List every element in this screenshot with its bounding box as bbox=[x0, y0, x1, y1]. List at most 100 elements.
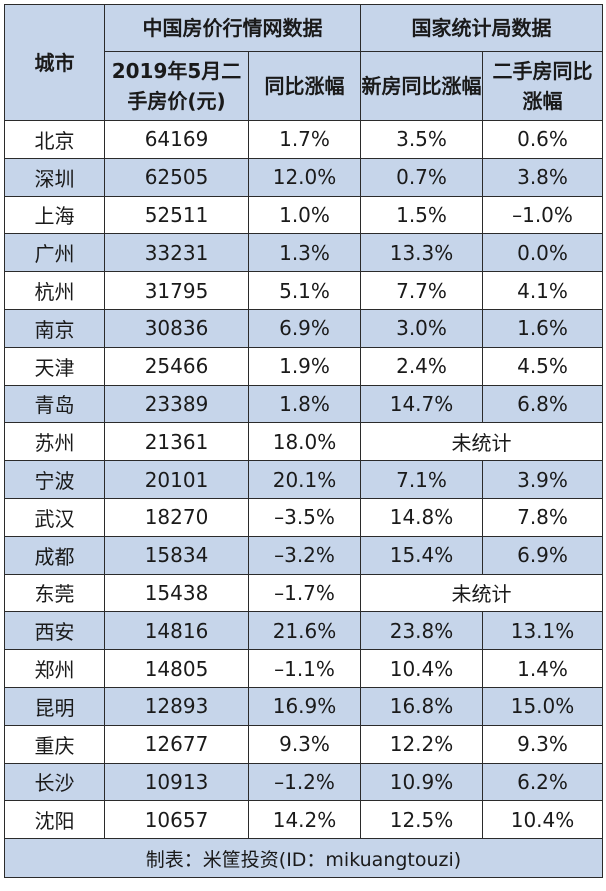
cell-yoy: 21.6% bbox=[248, 611, 361, 651]
cell-new-house: 12.2% bbox=[360, 724, 483, 764]
cell-yoy: 12.0% bbox=[248, 157, 361, 197]
table-row: 天津 25466 1.9% 2.4% 4.5% bbox=[4, 346, 603, 386]
cell-price: 10657 bbox=[104, 800, 249, 840]
table-row: 西安 14816 21.6% 23.8% 13.1% bbox=[4, 611, 603, 651]
cell-price: 12677 bbox=[104, 724, 249, 764]
cell-price: 30836 bbox=[104, 308, 249, 348]
cell-new-house: 23.8% bbox=[360, 611, 483, 651]
cell-price: 15438 bbox=[104, 573, 249, 613]
cell-city: 西安 bbox=[4, 611, 105, 651]
cell-second-hand: 6.8% bbox=[482, 384, 603, 424]
cell-second-hand: 3.8% bbox=[482, 157, 603, 197]
cell-second-hand: 10.4% bbox=[482, 800, 603, 840]
header-second-hand: 二手房同比涨幅 bbox=[482, 51, 603, 121]
cell-yoy: 1.9% bbox=[248, 346, 361, 386]
cell-city: 昆明 bbox=[4, 686, 105, 726]
table-row: 郑州 14805 –1.1% 10.4% 1.4% bbox=[4, 649, 603, 688]
table-row: 深圳 62505 12.0% 0.7% 3.8% bbox=[4, 157, 603, 197]
cell-price: 20101 bbox=[104, 460, 249, 499]
cell-new-house: 3.0% bbox=[360, 308, 483, 348]
table-row: 北京 64169 1.7% 3.5% 0.6% bbox=[4, 120, 603, 159]
cell-not-counted: 未统计 bbox=[360, 573, 603, 613]
cell-yoy: 16.9% bbox=[248, 686, 361, 726]
table-row: 上海 52511 1.0% 1.5% –1.0% bbox=[4, 195, 603, 235]
cell-city: 武汉 bbox=[4, 497, 105, 537]
cell-price: 15834 bbox=[104, 535, 249, 575]
table-row: 成都 15834 –3.2% 15.4% 6.9% bbox=[4, 535, 603, 575]
cell-second-hand: 4.1% bbox=[482, 271, 603, 310]
cell-city: 宁波 bbox=[4, 460, 105, 499]
cell-price: 31795 bbox=[104, 271, 249, 310]
table-row: 南京 30836 6.9% 3.0% 1.6% bbox=[4, 308, 603, 348]
cell-price: 25466 bbox=[104, 346, 249, 386]
cell-new-house: 3.5% bbox=[360, 120, 483, 159]
cell-price: 21361 bbox=[104, 422, 249, 462]
cell-yoy: 1.7% bbox=[248, 120, 361, 159]
cell-yoy: 6.9% bbox=[248, 308, 361, 348]
cell-second-hand: 15.0% bbox=[482, 686, 603, 726]
footer-row: 制表：米筐投资(ID：mikuangtouzi) bbox=[4, 838, 603, 879]
cell-second-hand: 13.1% bbox=[482, 611, 603, 651]
cell-yoy: 20.1% bbox=[248, 460, 361, 499]
cell-second-hand: 6.9% bbox=[482, 535, 603, 575]
cell-yoy: –1.7% bbox=[248, 573, 361, 613]
cell-new-house: 15.4% bbox=[360, 535, 483, 575]
cell-new-house: 10.4% bbox=[360, 649, 483, 688]
cell-city: 南京 bbox=[4, 308, 105, 348]
table-row: 沈阳 10657 14.2% 12.5% 10.4% bbox=[4, 800, 603, 840]
cell-city: 苏州 bbox=[4, 422, 105, 462]
table-row: 武汉 18270 –3.5% 14.8% 7.8% bbox=[4, 497, 603, 537]
cell-city: 深圳 bbox=[4, 157, 105, 197]
cell-price: 18270 bbox=[104, 497, 249, 537]
header-yoy: 同比涨幅 bbox=[248, 51, 361, 121]
header-group-b: 国家统计局数据 bbox=[360, 4, 603, 52]
cell-new-house: 0.7% bbox=[360, 157, 483, 197]
cell-new-house: 7.1% bbox=[360, 460, 483, 499]
cell-new-house: 10.9% bbox=[360, 762, 483, 802]
cell-yoy: 9.3% bbox=[248, 724, 361, 764]
cell-second-hand: 7.8% bbox=[482, 497, 603, 537]
cell-city: 东莞 bbox=[4, 573, 105, 613]
table-row: 长沙 10913 –1.2% 10.9% 6.2% bbox=[4, 762, 603, 802]
cell-city: 上海 bbox=[4, 195, 105, 235]
cell-price: 10913 bbox=[104, 762, 249, 802]
footer-credit: 制表：米筐投资(ID：mikuangtouzi) bbox=[4, 838, 603, 879]
cell-new-house: 16.8% bbox=[360, 686, 483, 726]
cell-yoy: –3.2% bbox=[248, 535, 361, 575]
cell-city: 杭州 bbox=[4, 271, 105, 310]
cell-second-hand: 4.5% bbox=[482, 346, 603, 386]
cell-new-house: 1.5% bbox=[360, 195, 483, 235]
cell-new-house: 13.3% bbox=[360, 233, 483, 273]
cell-price: 62505 bbox=[104, 157, 249, 197]
cell-new-house: 14.8% bbox=[360, 497, 483, 537]
cell-second-hand: 0.0% bbox=[482, 233, 603, 273]
table-row: 苏州 21361 18.0% 未统计 bbox=[4, 422, 603, 462]
cell-yoy: 1.8% bbox=[248, 384, 361, 424]
cell-yoy: 18.0% bbox=[248, 422, 361, 462]
header-city: 城市 bbox=[4, 4, 105, 121]
cell-city: 重庆 bbox=[4, 724, 105, 764]
header-price: 2019年5月二手房价(元) bbox=[104, 51, 249, 121]
cell-second-hand: 9.3% bbox=[482, 724, 603, 764]
table-row: 广州 33231 1.3% 13.3% 0.0% bbox=[4, 233, 603, 273]
cell-yoy: 1.0% bbox=[248, 195, 361, 235]
cell-city: 成都 bbox=[4, 535, 105, 575]
table-row: 重庆 12677 9.3% 12.2% 9.3% bbox=[4, 724, 603, 764]
cell-city: 北京 bbox=[4, 120, 105, 159]
cell-yoy: 1.3% bbox=[248, 233, 361, 273]
table-row: 东莞 15438 –1.7% 未统计 bbox=[4, 573, 603, 613]
cell-yoy: –3.5% bbox=[248, 497, 361, 537]
header-new-house: 新房同比涨幅 bbox=[360, 51, 483, 121]
cell-city: 郑州 bbox=[4, 649, 105, 688]
cell-new-house: 7.7% bbox=[360, 271, 483, 310]
cell-second-hand: –1.0% bbox=[482, 195, 603, 235]
cell-yoy: –1.1% bbox=[248, 649, 361, 688]
cell-yoy: 14.2% bbox=[248, 800, 361, 840]
table-row: 宁波 20101 20.1% 7.1% 3.9% bbox=[4, 460, 603, 499]
housing-price-table: 城市 中国房价行情网数据 国家统计局数据 2019年5月二手房价(元) 同比涨幅… bbox=[4, 4, 603, 879]
cell-not-counted: 未统计 bbox=[360, 422, 603, 462]
cell-price: 14816 bbox=[104, 611, 249, 651]
cell-city: 天津 bbox=[4, 346, 105, 386]
cell-second-hand: 1.6% bbox=[482, 308, 603, 348]
cell-price: 14805 bbox=[104, 649, 249, 688]
